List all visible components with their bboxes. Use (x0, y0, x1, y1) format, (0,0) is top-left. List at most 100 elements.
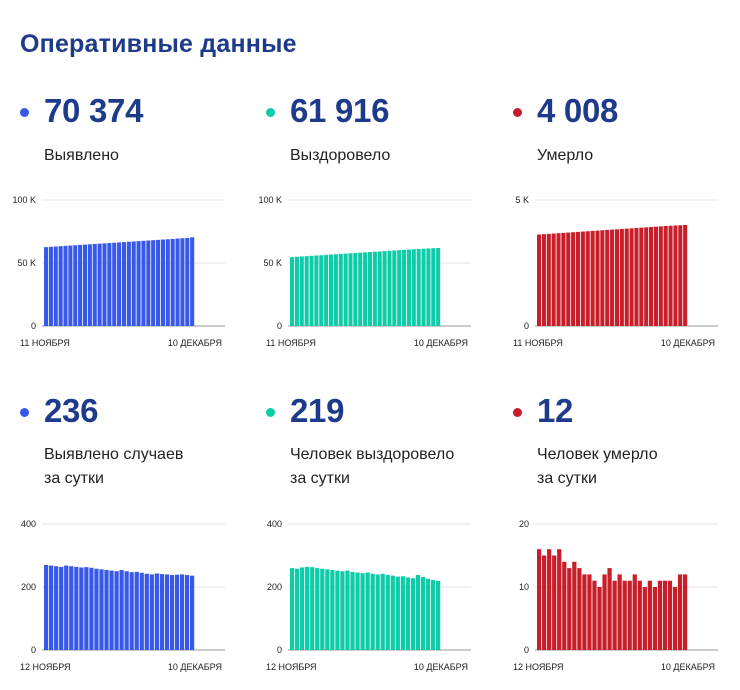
bar (425, 578, 431, 650)
y-tick-label: 50 K (17, 258, 36, 268)
y-tick-label: 5 K (515, 195, 529, 205)
bar (678, 225, 683, 326)
bar (84, 567, 89, 650)
bar (421, 248, 426, 326)
bar (580, 231, 585, 326)
y-tick-label: 0 (31, 321, 36, 331)
y-tick-label: 100 K (258, 195, 282, 205)
bar (632, 574, 637, 650)
bar (642, 587, 647, 650)
bar (121, 242, 127, 326)
y-tick-label: 200 (267, 582, 282, 592)
label-line-1: Человек выздоровело (290, 446, 455, 463)
bar (612, 580, 617, 650)
bar (170, 238, 175, 326)
bar (82, 244, 88, 326)
y-tick-label: 400 (21, 519, 36, 529)
legend-dot (513, 408, 522, 417)
bar (353, 252, 358, 326)
chart: 0 200 400 12 НОЯБРЯ 10 ДЕКАБРЯ (266, 519, 471, 672)
panel-deaths: 4 008 Умерло 0 5 K 11 НОЯБРЯ 10 ДЕКАБРЯ (513, 90, 740, 390)
bar (355, 572, 360, 650)
chart: 0 10 20 12 НОЯБРЯ 10 ДЕКАБРЯ (513, 519, 718, 672)
daily-value: 12 (537, 392, 574, 429)
label-line-1: Выявлено (44, 147, 119, 164)
bar (59, 566, 64, 650)
bar (44, 247, 49, 326)
bar (126, 241, 131, 326)
label-line-2: за сутки (290, 470, 350, 487)
bar (151, 240, 156, 326)
bar (571, 232, 576, 326)
bar (567, 568, 572, 650)
bar (561, 232, 566, 326)
bar (309, 255, 314, 326)
bar (677, 574, 683, 650)
bar (295, 568, 300, 650)
legend-dot (20, 108, 29, 117)
bar (102, 243, 107, 326)
panel-deaths-daily: 12 Человек умерло за сутки 0 10 20 12 НОЯБР… (513, 390, 740, 690)
bar (117, 242, 122, 326)
bar (649, 226, 654, 326)
bar (159, 574, 164, 650)
bar (64, 565, 69, 650)
bar (435, 581, 441, 650)
bar (48, 246, 53, 326)
bar (124, 571, 129, 650)
bar (610, 229, 615, 326)
bar (551, 233, 556, 326)
y-tick-label: 0 (277, 321, 282, 331)
total-label: Умерло (537, 144, 740, 168)
panel-detected-daily: 236 Выявлено случаев за сутки 0 200 400 12 … (20, 390, 250, 690)
bar (668, 225, 673, 326)
bar (129, 572, 134, 650)
bar (319, 255, 324, 326)
x-tick-label: 11 НОЯБРЯ (20, 338, 70, 348)
bar (333, 254, 338, 326)
bar (552, 555, 557, 650)
label-line-2: за сутки (537, 470, 597, 487)
bar (160, 239, 165, 326)
bar (658, 226, 663, 326)
bar (358, 252, 363, 326)
bar (682, 574, 688, 650)
bar (619, 228, 624, 326)
bar (426, 248, 431, 326)
legend-dot (20, 408, 29, 417)
bar (335, 570, 340, 650)
bar (350, 571, 355, 650)
y-tick-label: 0 (524, 321, 529, 331)
bar (363, 252, 368, 326)
bar (562, 561, 567, 650)
y-tick-label: 20 (519, 519, 529, 529)
bar (405, 577, 410, 650)
bar (114, 571, 119, 650)
bar (78, 244, 83, 326)
bar (537, 549, 542, 650)
bar (600, 230, 605, 326)
bar (315, 568, 320, 650)
bar (595, 230, 600, 326)
bar (156, 239, 161, 326)
bar (537, 234, 542, 326)
bar (68, 245, 73, 326)
bar (624, 228, 629, 326)
bar (542, 555, 547, 650)
bar (585, 231, 590, 326)
bar (304, 256, 309, 326)
bar (53, 246, 58, 326)
legend-dot (266, 408, 275, 417)
label-line-1: Выявлено случаев (44, 446, 184, 463)
bar (89, 567, 94, 650)
bar (372, 251, 377, 326)
bar (190, 237, 195, 326)
bar (634, 227, 639, 326)
legend-dot (513, 108, 522, 117)
x-tick-label: 10 ДЕКАБРЯ (414, 662, 468, 672)
bar (622, 580, 627, 650)
y-tick-label: 0 (277, 645, 282, 655)
y-tick-label: 10 (519, 582, 529, 592)
bar (87, 244, 92, 326)
bar (134, 571, 139, 650)
